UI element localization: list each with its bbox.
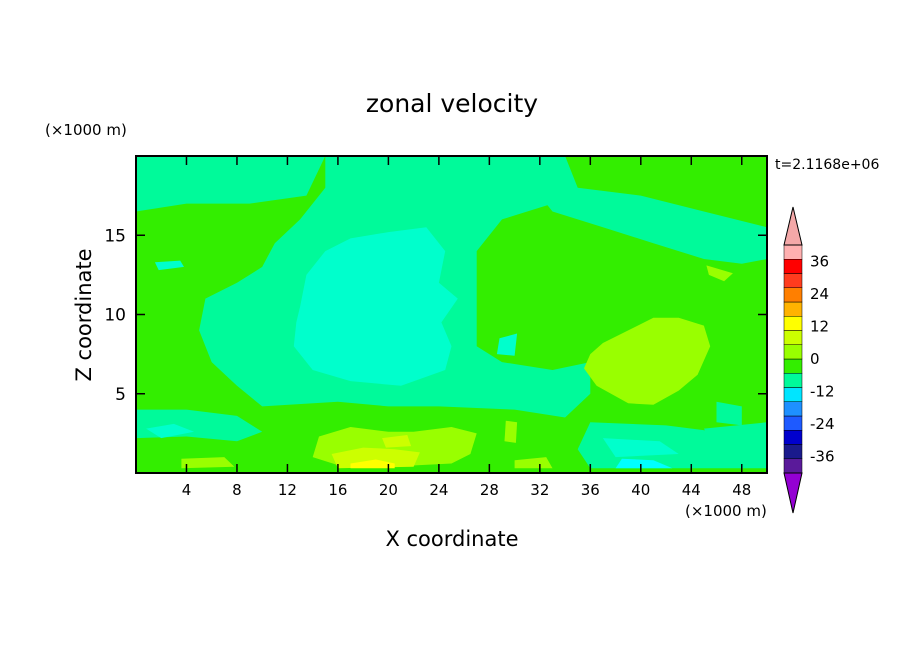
colorbar-swatch	[783, 387, 803, 402]
contour-region-near-zero-negative	[703, 422, 767, 450]
contour-region-near-zero-negative	[136, 156, 326, 212]
contour-region-positive	[181, 457, 235, 469]
colorbar-swatch	[783, 244, 803, 260]
contour-region-positive	[514, 457, 553, 469]
colorbar-swatch	[783, 444, 803, 459]
colorbar-swatch	[783, 259, 803, 274]
colorbar-under-triangle	[783, 472, 803, 514]
time-label: t=2.1168e+06	[775, 157, 879, 173]
y-axis: 5 10 15	[104, 226, 767, 405]
colorbar-swatch	[783, 430, 803, 445]
x-unit-label: (×1000 m)	[685, 502, 767, 520]
contour-region-strong-positive	[382, 435, 412, 448]
x-tick-label: 28	[480, 481, 499, 499]
contour-region-peak-positive	[350, 459, 395, 469]
x-tick-label: 24	[429, 481, 448, 499]
x-tick-label: 16	[328, 481, 347, 499]
contour-region-negative	[602, 438, 679, 458]
contour-region-strong-negative	[615, 458, 673, 469]
chart-title: zonal velocity	[366, 89, 538, 118]
x-tick-label: 8	[232, 481, 242, 499]
contour-region-negative	[154, 260, 184, 271]
x-tick-label: 20	[379, 481, 398, 499]
colorbar-swatch	[783, 401, 803, 417]
x-tick-label: 44	[682, 481, 701, 499]
x-tick-label: 48	[732, 481, 751, 499]
x-tick-label: 40	[631, 481, 650, 499]
x-tick-label: 12	[278, 481, 297, 499]
x-axis-label: X coordinate	[385, 527, 518, 551]
y-tick-label: 5	[115, 385, 126, 405]
colorbar-swatch	[783, 373, 803, 388]
colorbar-swatch	[783, 358, 803, 374]
colorbar-tick-label: -24	[810, 415, 835, 433]
contour-region-negative	[293, 227, 458, 386]
colorbar-swatch	[783, 458, 803, 474]
contour-region-positive	[504, 420, 518, 443]
colorbar-swatch	[783, 287, 803, 303]
contour-region-near-zero-negative	[716, 401, 742, 426]
x-tick-label: 32	[530, 481, 549, 499]
colorbar-swatch	[783, 330, 803, 345]
y-axis-label: Z coordinate	[72, 248, 96, 381]
x-tick-label: 36	[581, 481, 600, 499]
colorbar: -36 -24 -12 0 12 24 36	[783, 206, 835, 514]
colorbar-swatch	[783, 344, 803, 360]
colorbar-tick-label: 24	[810, 285, 829, 303]
colorbar-swatch	[783, 316, 803, 331]
colorbar-tick-label: 12	[810, 317, 829, 335]
y-unit-label: (×1000 m)	[45, 121, 127, 139]
colorbar-tick-label: -36	[810, 448, 835, 466]
contour-region-negative	[146, 423, 195, 439]
contour-region-near-zero-negative	[508, 156, 767, 264]
colorbar-swatch	[783, 273, 803, 288]
contour-region-positive	[584, 317, 711, 405]
colorbar-swatch	[783, 415, 803, 431]
contour-region-negative	[496, 333, 518, 356]
colorbar-tick-label: 0	[810, 350, 820, 368]
x-axis: 4 8 12 16 20 24 28 32 36 40 44 48	[182, 156, 751, 499]
y-tick-label: 15	[104, 226, 126, 246]
colorbar-over-triangle	[783, 206, 803, 246]
colorbar-tick-label: 36	[810, 252, 829, 270]
y-tick-label: 10	[104, 306, 126, 326]
x-tick-label: 4	[182, 481, 192, 499]
contour-field	[136, 156, 767, 473]
colorbar-tick-label: -12	[810, 383, 835, 401]
contour-region-positive	[706, 265, 733, 282]
colorbar-swatch	[783, 301, 803, 317]
